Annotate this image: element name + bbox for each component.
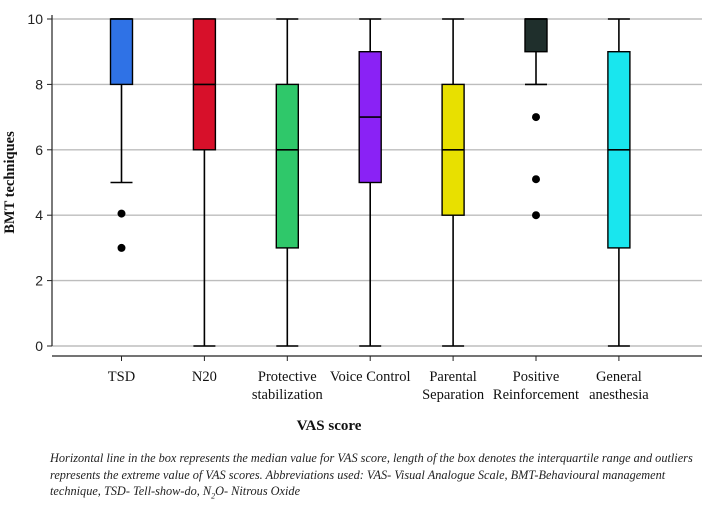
y-tick-label: 0	[35, 338, 43, 354]
box	[109, 18, 134, 86]
category-label: TSD	[108, 369, 135, 385]
outlier-point	[117, 209, 126, 218]
outlier-point	[532, 113, 540, 122]
category-label: Parental	[429, 369, 477, 385]
category-label: Positive	[513, 369, 560, 385]
y-tick-label: 10	[27, 11, 43, 27]
y-tick-label: 8	[35, 76, 43, 92]
category-label: General	[596, 369, 642, 385]
caption-text: Horizontal line in the box represents th…	[50, 451, 693, 499]
x-axis-label: VAS score	[297, 418, 362, 434]
outlier-point	[532, 211, 540, 220]
y-tick-label: 2	[35, 273, 43, 289]
category-label: Reinforcement	[493, 387, 579, 403]
category-label: Separation	[422, 387, 485, 403]
category-label: N20	[192, 369, 217, 385]
category-label: anesthesia	[589, 387, 649, 403]
y-tick-label: 4	[35, 207, 43, 223]
boxplot-chart: 0 2 4 6 8 10 BMT techniques VAS score TSD N20 Prot…	[2, 11, 702, 434]
category-label: Voice Control	[330, 369, 411, 385]
caption-subscript: 2	[211, 491, 216, 501]
outlier-point	[117, 243, 126, 252]
category-label: Protective	[258, 369, 317, 385]
box	[275, 83, 299, 249]
y-axis-label: BMT techniques	[2, 131, 18, 234]
box	[524, 18, 548, 53]
category-label: stabilization	[252, 387, 324, 403]
outlier-point	[532, 175, 540, 184]
y-tick-label: 6	[35, 142, 43, 158]
figure-caption: Horizontal line in the box represents th…	[50, 450, 695, 500]
caption-text-end: O- Nitrous Oxide	[215, 484, 301, 499]
